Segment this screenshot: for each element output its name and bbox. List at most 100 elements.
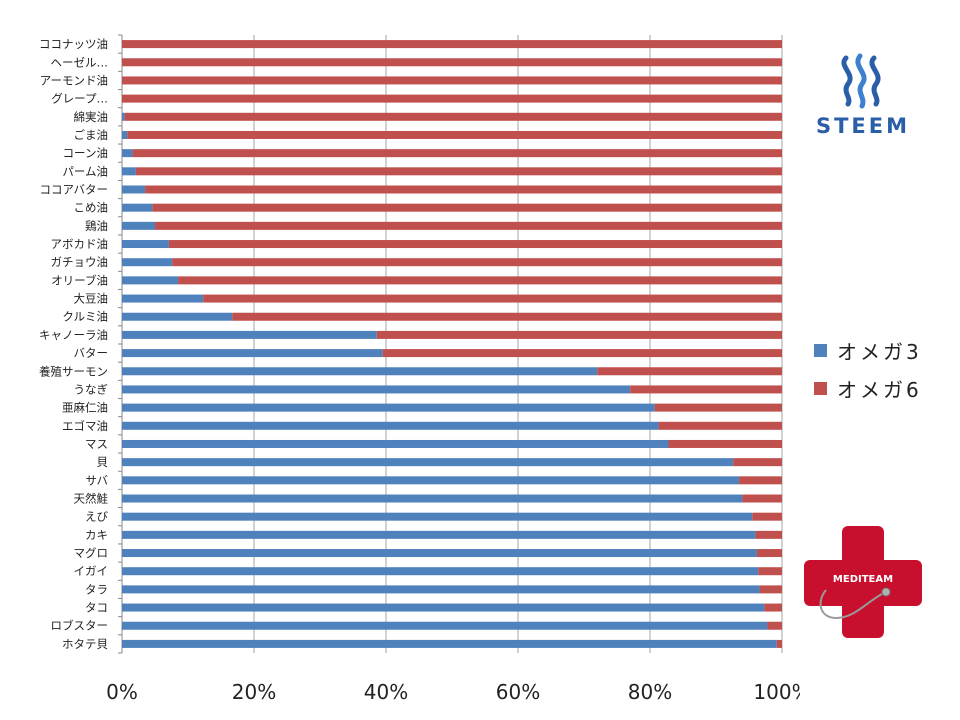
y-tick-label: 鶏油 <box>85 219 108 233</box>
y-tick-label: 貝 <box>97 455 109 469</box>
bar-omega6 <box>742 494 782 503</box>
y-tick-label: ココアバター <box>39 183 108 197</box>
y-tick-label: 綿実油 <box>74 110 109 124</box>
bar-omega6 <box>168 240 783 249</box>
y-tick-label: 天然鮭 <box>74 492 109 506</box>
bar-omega6 <box>122 40 782 49</box>
bar-omega3 <box>122 403 655 412</box>
bar-omega6 <box>172 258 782 267</box>
bar-omega6 <box>122 76 782 85</box>
x-tick-label: 100% <box>753 680 800 704</box>
bar-omega6 <box>122 94 782 103</box>
bar-omega3 <box>122 603 765 612</box>
bar-omega6 <box>752 512 782 521</box>
bar-omega6 <box>654 403 782 412</box>
y-tick-label: エゴマ油 <box>62 419 108 433</box>
y-tick-label: タラ <box>85 582 108 596</box>
bar-omega3 <box>122 494 743 503</box>
y-tick-label: ヘーゼル… <box>51 55 109 69</box>
bar-omega3 <box>122 276 179 285</box>
y-tick-label: こめ油 <box>74 201 109 215</box>
y-tick-label: イガイ <box>74 564 109 578</box>
bar-omega6 <box>767 621 782 630</box>
chart-legend: オメガ3 オメガ6 <box>814 340 922 416</box>
bar-omega3 <box>122 385 631 394</box>
bar-omega6 <box>132 149 782 158</box>
bar-omega3 <box>122 349 383 358</box>
y-tick-label: パーム油 <box>62 164 108 178</box>
bar-omega3 <box>122 167 136 176</box>
bar-omega6 <box>668 439 782 448</box>
steem-logo: STEEM <box>808 52 918 142</box>
bar-omega3 <box>122 130 128 139</box>
bar-omega3 <box>122 549 757 558</box>
bar-omega3 <box>122 330 377 339</box>
bar-omega6 <box>755 530 782 539</box>
bar-omega3 <box>122 312 233 321</box>
steem-icon <box>841 53 881 109</box>
bar-omega6 <box>376 330 782 339</box>
bar-omega3 <box>122 294 204 303</box>
bar-omega6 <box>764 603 782 612</box>
x-tick-label: 80% <box>628 680 672 704</box>
y-tick-label: 亜麻仁油 <box>62 401 108 415</box>
bar-omega6 <box>733 458 782 467</box>
mediteam-wordmark: MEDITEAM <box>832 574 894 585</box>
medical-cross-icon <box>804 526 922 638</box>
legend-item-omega6: オメガ6 <box>814 378 922 402</box>
y-tick-label: マス <box>85 437 108 451</box>
y-tick-label: 大豆油 <box>74 292 109 306</box>
bar-omega6 <box>122 58 782 67</box>
bar-omega3 <box>122 439 669 448</box>
bar-omega3 <box>122 639 777 648</box>
y-tick-label: タコ <box>85 601 108 615</box>
bar-omega3 <box>122 367 598 376</box>
legend-label-omega6: オメガ6 <box>837 377 922 402</box>
x-tick-label: 60% <box>496 680 540 704</box>
bar-omega3 <box>122 240 169 249</box>
y-tick-label: ココナッツ油 <box>39 37 108 51</box>
bar-omega6 <box>739 476 782 485</box>
x-tick-label: 20% <box>232 680 276 704</box>
bar-omega3 <box>122 221 155 230</box>
bar-omega3 <box>122 621 768 630</box>
bar-omega3 <box>122 585 760 594</box>
y-tick-label: バター <box>74 346 109 360</box>
y-tick-label: ガチョウ油 <box>51 255 109 269</box>
bar-omega3 <box>122 421 659 430</box>
bar-omega3 <box>122 458 734 467</box>
mediteam-logo: MEDITEAM <box>802 522 924 642</box>
legend-swatch-omega6 <box>814 381 827 395</box>
bar-omega6 <box>232 312 783 321</box>
bar-omega6 <box>597 367 782 376</box>
y-tick-label: アボカド油 <box>51 237 109 251</box>
bar-omega6 <box>756 549 782 558</box>
bar-omega6 <box>759 585 782 594</box>
legend-swatch-omega3 <box>814 343 827 357</box>
bar-omega3 <box>122 258 173 267</box>
y-tick-label: ロブスター <box>51 619 109 633</box>
x-tick-label: 40% <box>364 680 408 704</box>
bar-omega6 <box>203 294 782 303</box>
y-tick-label: マグロ <box>74 546 109 560</box>
bar-omega6 <box>135 167 783 176</box>
bar-omega3 <box>122 476 740 485</box>
bar-omega3 <box>122 185 146 194</box>
bar-omega6 <box>145 185 783 194</box>
bar-omega3 <box>122 149 133 158</box>
y-tick-label: グレープ… <box>51 92 108 106</box>
bar-omega3 <box>122 512 753 521</box>
y-tick-label: ホタテ貝 <box>62 637 108 651</box>
y-tick-label: うなぎ <box>74 382 109 396</box>
x-tick-label: 0% <box>106 680 138 704</box>
bar-omega3 <box>122 203 153 212</box>
y-tick-label: キャノーラ油 <box>39 328 108 342</box>
bar-omega6 <box>124 112 782 121</box>
y-tick-label: オリーブ油 <box>51 273 108 287</box>
y-tick-label: カキ <box>85 528 108 542</box>
bar-omega3 <box>122 112 125 121</box>
bar-omega3 <box>122 567 759 576</box>
bar-omega6 <box>155 221 782 230</box>
bar-omega6 <box>127 130 782 139</box>
